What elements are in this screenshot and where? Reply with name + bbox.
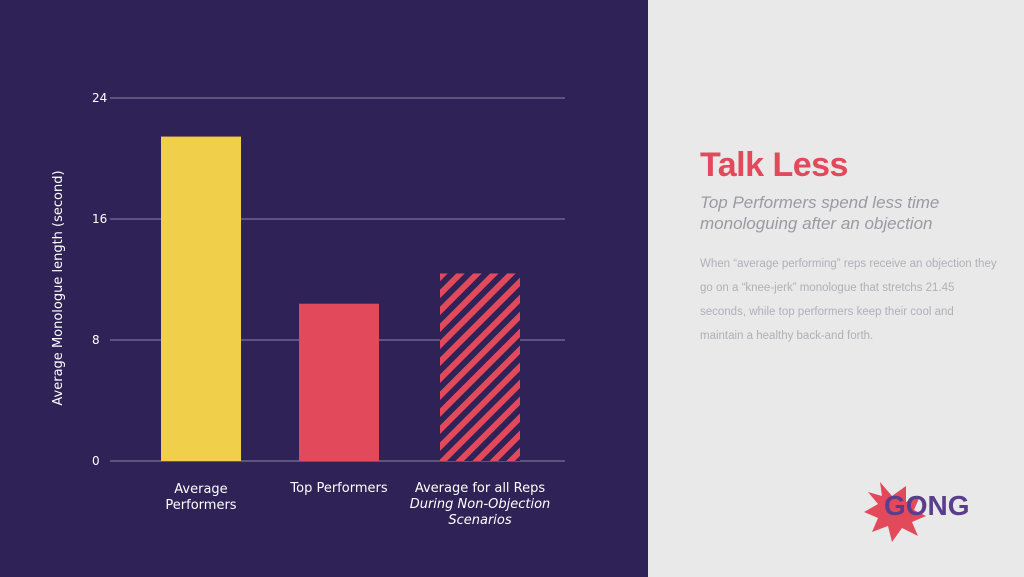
bar — [440, 273, 520, 461]
chart-panel — [0, 0, 648, 577]
category-label-italic: During Non-Objection Scenarios — [409, 497, 551, 528]
bar — [299, 303, 379, 461]
text-panel — [648, 0, 1024, 577]
category-label-line: Average for all Reps — [414, 481, 546, 496]
y-tick-label: 8 — [92, 333, 100, 347]
gong-logo: GONG — [862, 476, 982, 546]
category-label-line: Average — [174, 482, 228, 497]
category-label-top-performers: Top Performers — [282, 481, 396, 497]
category-label-all-reps: Average for all Reps During Non-Objectio… — [402, 481, 558, 529]
y-tick-label: 0 — [92, 454, 100, 468]
category-label-line: Top Performers — [290, 481, 388, 496]
logo-text: GONG — [884, 490, 970, 521]
y-tick-label: 24 — [92, 91, 107, 105]
y-axis-label: Average Monologue length (second) — [51, 170, 66, 405]
category-label-average-performers: Average Performers — [160, 482, 242, 514]
subheading: Top Performers spend less time monologui… — [700, 193, 940, 233]
bar-chart: 0 8 16 24 Average Monologue length (second) — [51, 91, 565, 468]
y-tick-label: 16 — [92, 212, 107, 226]
bar — [161, 136, 241, 461]
category-label-line: Performers — [165, 498, 237, 513]
body-paragraph: When “average performing” reps receive a… — [700, 258, 997, 342]
headline: Talk Less — [700, 146, 848, 184]
starburst-icon — [864, 482, 926, 542]
